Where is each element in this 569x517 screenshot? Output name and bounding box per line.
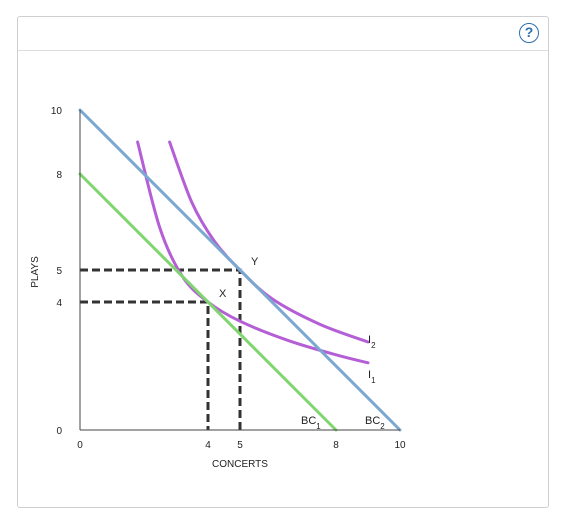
x-tick-label: 8: [333, 440, 339, 451]
y-tick-label: 5: [56, 266, 62, 277]
curves: [78, 108, 402, 432]
x-tick-label: 4: [205, 440, 211, 451]
x-axis-title: CONCERTS: [212, 459, 268, 470]
y-tick-label: 0: [56, 426, 62, 437]
dashed-guide-x: [80, 300, 210, 430]
labels: 0 4 5 8 10 0 4 5 8 10 BC1 BC2 I1 I2 X Y: [51, 106, 406, 451]
series-label-bc2: BC2: [365, 415, 385, 431]
series-label-bc1: BC1: [301, 415, 321, 431]
y-tick-label: 10: [51, 106, 63, 117]
point-label-x: X: [219, 288, 227, 300]
line-bc2: [78, 108, 402, 432]
series-label-i2: I2: [368, 334, 376, 350]
line-bc1: [78, 172, 338, 432]
x-tick-label: 10: [394, 440, 406, 451]
series-label-i1: I1: [368, 369, 376, 385]
y-tick-label: 8: [56, 170, 62, 181]
dashed-guide-y: [80, 268, 242, 430]
curve-i2: [168, 140, 370, 344]
point-label-y: Y: [251, 256, 259, 268]
x-tick-label: 5: [237, 440, 243, 451]
help-button[interactable]: ?: [519, 23, 539, 43]
question-panel: ?: [17, 16, 549, 508]
axes: [79, 110, 400, 431]
y-tick-label: 4: [56, 298, 62, 309]
panel-header: ?: [18, 17, 548, 51]
curve-i1: [136, 140, 370, 365]
dashed-guides: [80, 268, 242, 430]
y-axis-title: PLAYS: [30, 256, 41, 288]
x-tick-label: 0: [77, 440, 83, 451]
